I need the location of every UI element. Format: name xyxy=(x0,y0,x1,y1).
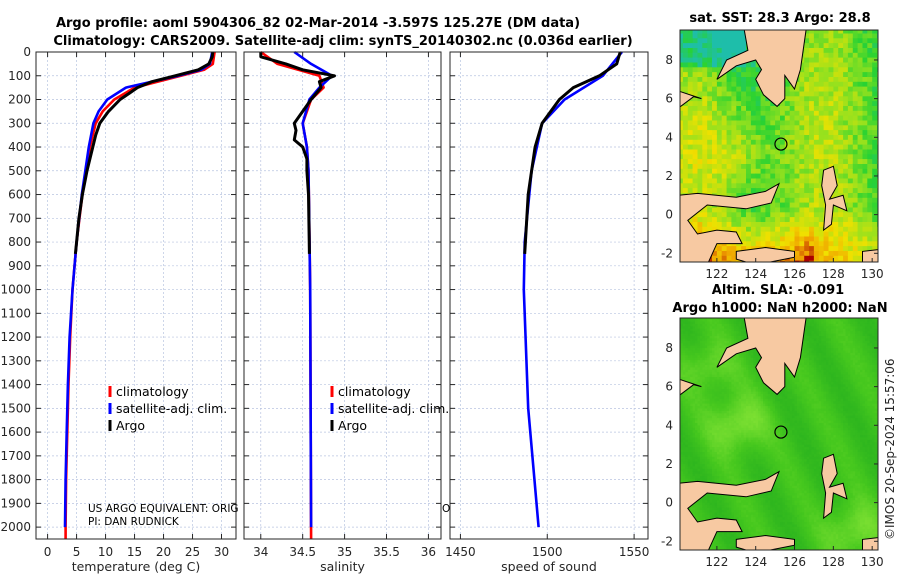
legend-label: satellite-adj. clim. xyxy=(338,401,449,416)
lon-tick-label: 122 xyxy=(705,555,728,569)
y-tick-label: 1000 xyxy=(0,283,31,297)
y-tick-label: 1900 xyxy=(0,496,31,510)
lon-tick-label: 128 xyxy=(822,555,845,569)
figure-title-line1: Argo profile: aoml 5904306_82 02-Mar-201… xyxy=(56,16,580,31)
y-tick-label: 2000 xyxy=(0,520,31,534)
map-title: Argo h1000: NaN h2000: NaN xyxy=(672,301,887,316)
y-tick-label: 1400 xyxy=(0,378,31,392)
lon-tick-label: 130 xyxy=(861,555,884,569)
y-tick-label: 1100 xyxy=(0,306,31,320)
x-axis-label: temperature (deg C) xyxy=(72,559,201,574)
lat-tick-label: 6 xyxy=(665,92,673,106)
lon-tick-label: 128 xyxy=(822,267,845,281)
lat-tick-label: 6 xyxy=(665,380,673,394)
x-tick-label: 25 xyxy=(185,545,200,559)
legend-label: climatology xyxy=(338,384,411,399)
y-tick-label: 700 xyxy=(8,211,31,225)
x-tick-label: 15 xyxy=(127,545,142,559)
x-tick-label: 35 xyxy=(337,545,352,559)
legend-label: Argo xyxy=(338,418,367,433)
sst-map: 122 124 126 128 130 -2 0 2 4 6 8 xyxy=(661,28,884,281)
x-tick-label: 1450 xyxy=(445,545,476,559)
y-tick-label: 800 xyxy=(8,235,31,249)
pi-note-line1-tail: O xyxy=(442,503,450,515)
lat-tick-label: 2 xyxy=(665,457,673,471)
pi-note-line2: PI: DAN RUDNICK xyxy=(88,516,180,528)
figure-title-line2: Climatology: CARS2009. Satellite-adj cli… xyxy=(53,34,632,49)
land-polygon xyxy=(863,249,880,265)
lon-tick-label: 124 xyxy=(744,555,767,569)
lat-tick-label: -2 xyxy=(661,246,673,260)
x-tick-label: 34.5 xyxy=(289,545,316,559)
lat-tick-label: 2 xyxy=(665,169,673,183)
sla-map: 122 124 126 128 130 -2 0 2 4 6 8 xyxy=(661,316,884,569)
lat-tick-label: 8 xyxy=(665,53,673,67)
y-tick-label: 1200 xyxy=(0,330,31,344)
x-tick-label: 0 xyxy=(44,545,52,559)
y-tick-label: 600 xyxy=(8,188,31,202)
x-tick-label: 20 xyxy=(156,545,171,559)
x-tick-label: 35.5 xyxy=(373,545,400,559)
y-tick-label: 1600 xyxy=(0,425,31,439)
pi-note-line1: US ARGO EQUIVALENT: ORIG xyxy=(88,503,239,515)
lat-tick-label: 0 xyxy=(665,208,673,222)
profile-panel-3: 1450 1500 1550 speed of sound xyxy=(445,52,649,574)
x-tick-label: 10 xyxy=(98,545,113,559)
x-tick-label: 1550 xyxy=(619,545,650,559)
lat-tick-label: 0 xyxy=(665,496,673,510)
lon-tick-label: 124 xyxy=(744,267,767,281)
y-tick-label: 0 xyxy=(23,45,31,59)
profile-panel-2: 34 34.5 35 35.5 36 salinity climatology satelli… xyxy=(244,52,449,574)
y-tick-label: 400 xyxy=(8,140,31,154)
y-tick-label: 500 xyxy=(8,164,31,178)
land-polygon xyxy=(863,537,880,553)
legend-label: satellite-adj. clim. xyxy=(116,401,227,416)
y-tick-label: 100 xyxy=(8,69,31,83)
x-tick-label: 36 xyxy=(421,545,436,559)
lat-tick-label: 4 xyxy=(665,418,673,432)
x-tick-label: 30 xyxy=(214,545,229,559)
x-axis-label: speed of sound xyxy=(501,559,597,574)
y-tick-label: 1300 xyxy=(0,354,31,368)
y-tick-label: 1700 xyxy=(0,449,31,463)
lat-tick-label: 8 xyxy=(665,341,673,355)
x-tick-label: 1500 xyxy=(532,545,563,559)
y-tick-label: 200 xyxy=(8,93,31,107)
lon-tick-label: 126 xyxy=(783,555,806,569)
imos-timestamp: ©IMOS 20-Sep-2024 15:57:06 xyxy=(883,358,897,540)
y-tick-label: 1500 xyxy=(0,401,31,415)
map-title: Altim. SLA: -0.091 xyxy=(712,283,844,298)
y-tick-label: 900 xyxy=(8,259,31,273)
profile-panel-1: 0100200300400500600700800900100011001200… xyxy=(0,45,236,574)
lat-tick-label: 4 xyxy=(665,130,673,144)
lat-tick-label: -2 xyxy=(661,534,673,548)
lon-tick-label: 122 xyxy=(705,267,728,281)
map-title: sat. SST: 28.3 Argo: 28.8 xyxy=(689,11,870,26)
lon-tick-label: 126 xyxy=(783,267,806,281)
lon-tick-label: 130 xyxy=(861,267,884,281)
x-tick-label: 34 xyxy=(253,545,268,559)
x-tick-label: 5 xyxy=(73,545,81,559)
legend-label: Argo xyxy=(116,418,145,433)
legend-label: climatology xyxy=(116,384,189,399)
x-axis-label: salinity xyxy=(320,559,365,574)
y-tick-label: 300 xyxy=(8,116,31,130)
y-tick-label: 1800 xyxy=(0,473,31,487)
